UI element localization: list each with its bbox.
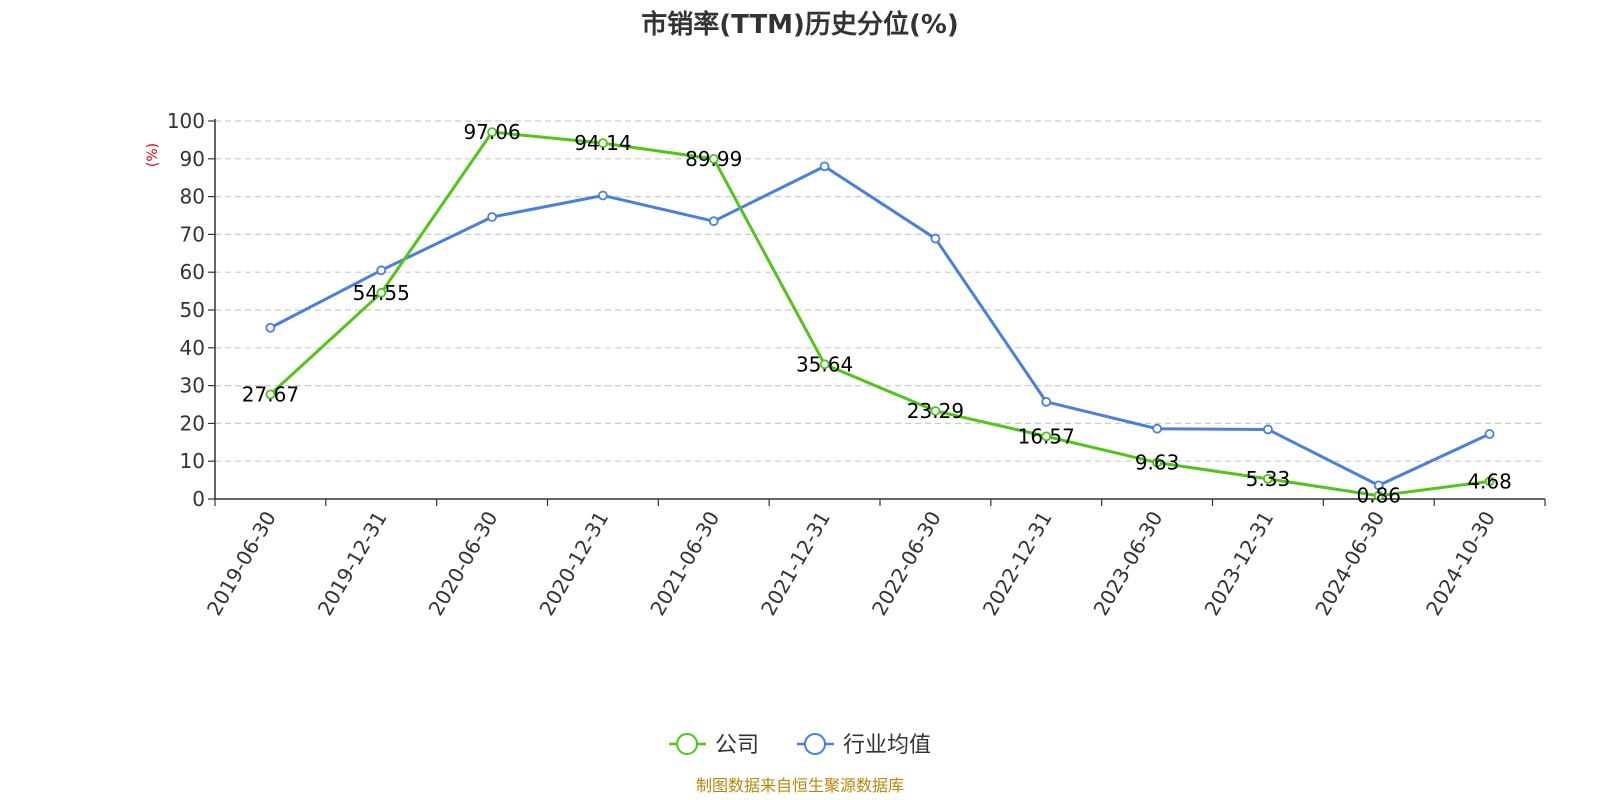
data-label-7: 16.57	[1018, 424, 1075, 448]
data-labels: 27.67 54.55 97.06 94.14 89.99 35.64 23.29 16.57…	[242, 120, 1512, 508]
y-tick-label-50: 50	[180, 298, 205, 322]
point-1-0	[265, 322, 276, 333]
data-label-5: 35.64	[796, 352, 853, 376]
data-label-4: 89.99	[685, 147, 742, 171]
data-label-10: 0.86	[1356, 484, 1401, 508]
x-tick-label-2021-06-30: 2021-06-30	[645, 507, 724, 620]
point-0-3	[598, 138, 608, 149]
gridlines	[215, 120, 1545, 462]
point-1-7	[1041, 396, 1052, 407]
y-axis-label: (%)	[145, 143, 161, 167]
data-label-11: 4.68	[1467, 469, 1512, 493]
y-tick-label-20: 20	[180, 411, 205, 435]
point-0-5	[819, 359, 830, 370]
x-tick-label-2020-12-31: 2020-12-31	[534, 507, 613, 620]
data-label-6: 23.29	[907, 399, 964, 423]
series-line-0	[269, 130, 1490, 498]
point-1-3	[598, 190, 608, 201]
x-tick-label-2023-12-31: 2023-12-31	[1199, 507, 1278, 620]
point-0-11	[1484, 476, 1495, 487]
x-tick-label-2020-06-30: 2020-06-30	[424, 507, 503, 620]
x-tick-label-2019-12-31: 2019-12-31	[313, 507, 392, 620]
point-0-7	[1041, 431, 1052, 442]
point-0-6	[930, 406, 941, 416]
point-1-11	[1484, 429, 1495, 439]
legend-marker-0	[676, 733, 698, 755]
legend-label-1: 行业均值	[843, 733, 931, 758]
point-0-10	[1373, 490, 1384, 501]
point-0-1	[376, 287, 387, 298]
legend-marker-1	[804, 733, 826, 755]
point-0-4	[708, 153, 719, 164]
point-1-4	[708, 216, 719, 227]
data-label-3: 94.14	[574, 131, 631, 155]
x-tick-label-2019-06-30: 2019-06-30	[202, 507, 281, 620]
y-tick-label-70: 70	[180, 222, 205, 246]
data-label-2: 97.06	[463, 120, 520, 144]
point-0-2	[487, 127, 497, 138]
point-0-8	[1152, 457, 1162, 468]
point-1-9	[1263, 424, 1273, 435]
y-tick-label-30: 30	[180, 374, 205, 398]
x-tick-label-2022-12-31: 2022-12-31	[978, 507, 1057, 620]
point-0-0	[265, 389, 276, 400]
legend-item-0[interactable]: 公司	[669, 733, 759, 758]
x-tick-label-2022-06-30: 2022-06-30	[867, 507, 946, 620]
data-label-8: 9.63	[1135, 451, 1180, 475]
data-label-1: 54.55	[353, 281, 410, 305]
y-tick-label-80: 80	[180, 185, 205, 209]
x-tick-label-2024-10-30: 2024-10-30	[1421, 507, 1500, 620]
y-tick-label-60: 60	[180, 260, 205, 284]
x-tick-label-2021-12-31: 2021-12-31	[756, 507, 835, 620]
series-lines	[265, 127, 1495, 501]
point-1-8	[1152, 423, 1162, 434]
point-0-9	[1263, 473, 1273, 484]
point-1-2	[487, 212, 497, 222]
x-tick-label-2023-06-30: 2023-06-30	[1089, 507, 1168, 620]
point-1-5	[819, 161, 830, 172]
y-tick-label-10: 10	[180, 449, 205, 473]
data-label-9: 5.33	[1246, 467, 1291, 491]
legend-label-0: 公司	[715, 733, 759, 758]
data-label-0: 27.67	[242, 382, 299, 406]
y-tick-label-90: 90	[180, 147, 205, 171]
chart-title: 市销率(TTM)历史分位(%)	[641, 9, 959, 40]
y-tick-label-100: 100	[167, 109, 205, 133]
x-tick-label-2024-06-30: 2024-06-30	[1310, 507, 1389, 620]
legend-item-1[interactable]: 行业均值	[797, 733, 931, 758]
source-note: 制图数据来自恒生聚源数据库	[696, 776, 904, 795]
legend[interactable]: 公司 行业均值	[669, 733, 931, 758]
point-1-1	[376, 265, 387, 276]
point-1-10	[1373, 480, 1384, 491]
y-tick-label-40: 40	[180, 336, 205, 360]
y-tick-label-0: 0	[192, 487, 205, 511]
point-1-6	[930, 233, 941, 244]
series-line-1	[269, 164, 1491, 487]
